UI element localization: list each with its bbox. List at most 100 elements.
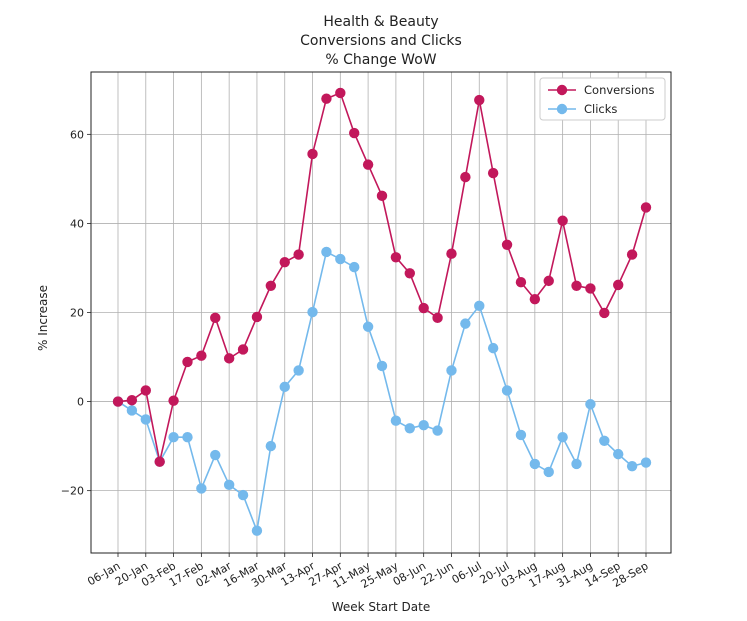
- conversions-point: [571, 280, 582, 291]
- chart-title-line-1: Health & Beauty: [323, 14, 438, 30]
- conversions-point: [501, 239, 513, 251]
- clicks-point: [474, 300, 485, 312]
- clicks-point: [571, 458, 582, 470]
- clicks-point: [543, 466, 554, 478]
- clicks-point: [460, 318, 471, 329]
- x-axis-label: Week Start Date: [332, 600, 431, 614]
- clicks-point: [279, 381, 290, 393]
- conversions-point: [557, 215, 568, 226]
- conversions-point: [251, 311, 263, 323]
- conversions-point: [168, 395, 179, 406]
- conversions-point: [321, 93, 332, 104]
- conversions-point: [515, 277, 527, 288]
- clicks-point: [640, 457, 652, 468]
- clicks-point: [599, 435, 610, 446]
- clicks-point: [223, 479, 235, 491]
- chart-title-line-2: Conversions and Clicks: [300, 33, 462, 49]
- grid: [91, 72, 671, 553]
- series: [112, 87, 652, 536]
- clicks-point: [293, 365, 304, 376]
- clicks-point: [557, 432, 568, 443]
- conversions-point: [126, 395, 138, 406]
- axes: 06-Jan20-Jan03-Feb17-Feb02-Mar16-Mar30-M…: [61, 71, 672, 591]
- conversions-point: [307, 148, 318, 160]
- clicks-point: [432, 425, 443, 436]
- conversions-point: [279, 256, 290, 268]
- clicks-point: [140, 414, 151, 425]
- y-tick-label: −20: [61, 485, 84, 498]
- conversions-point: [223, 353, 235, 364]
- conversions-point: [196, 350, 207, 361]
- conversions-point: [182, 356, 193, 368]
- clicks-point: [585, 399, 596, 410]
- conversions-point: [640, 202, 652, 213]
- clicks-point: [168, 432, 179, 443]
- clicks-point: [210, 449, 221, 461]
- conversions-point: [362, 159, 374, 170]
- legend-clicks-marker: [556, 103, 568, 115]
- clicks-point: [515, 429, 527, 441]
- conversions-point: [376, 190, 388, 202]
- conversions-point: [335, 87, 346, 99]
- clicks-point: [418, 419, 429, 431]
- clicks-point: [349, 261, 360, 273]
- conversions-point: [585, 283, 596, 294]
- clicks-point: [182, 432, 193, 443]
- clicks-point: [626, 460, 638, 472]
- clicks-point: [362, 321, 374, 332]
- conversions-point: [140, 385, 151, 396]
- conversions-point: [446, 248, 457, 259]
- clicks-point: [196, 483, 207, 494]
- clicks-point: [613, 448, 624, 460]
- conversions-point: [112, 396, 124, 407]
- conversions-point: [293, 249, 304, 260]
- conversions-point: [349, 127, 360, 139]
- conversions-point: [543, 275, 554, 287]
- y-tick-label: 20: [70, 307, 84, 320]
- legend-conversions-marker: [556, 84, 568, 96]
- clicks-point: [529, 458, 541, 470]
- conversions-point: [154, 456, 165, 467]
- y-tick-label: 0: [77, 396, 84, 409]
- conversions-point: [418, 302, 429, 314]
- clicks-point: [321, 246, 332, 258]
- conversions-series: [112, 87, 652, 467]
- x-tick-label: 06-Jul: [450, 559, 484, 586]
- clicks-point: [237, 489, 249, 501]
- clicks-point: [446, 365, 457, 376]
- clicks-point: [404, 423, 415, 434]
- y-tick-label: 40: [70, 217, 84, 230]
- conversions-point: [487, 167, 499, 179]
- chart-title-line-3: % Change WoW: [325, 52, 436, 68]
- clicks-point: [251, 525, 263, 536]
- conversions-line: [117, 91, 647, 462]
- conversions-point: [432, 312, 443, 324]
- y-axis-label: % Increase: [36, 285, 50, 351]
- conversions-point: [265, 280, 277, 291]
- conversions-point: [237, 344, 249, 355]
- clicks-point: [390, 415, 402, 426]
- plot-frame: [90, 71, 672, 554]
- clicks-point: [487, 342, 499, 354]
- conversions-point: [474, 94, 485, 106]
- conversions-point: [404, 268, 415, 279]
- y-tick-label: 60: [70, 128, 84, 141]
- clicks-point: [501, 385, 513, 396]
- conversions-point: [210, 312, 221, 324]
- conversions-point: [626, 249, 638, 260]
- conversions-point: [529, 293, 541, 305]
- conversions-point: [613, 279, 624, 291]
- conversions-point: [390, 252, 402, 263]
- clicks-point: [307, 306, 318, 318]
- legend-clicks-label: Clicks: [584, 102, 617, 116]
- clicks-point: [376, 360, 388, 372]
- clicks-point: [265, 440, 277, 452]
- clicks-point: [126, 405, 138, 416]
- legend: Conversions Clicks: [539, 77, 666, 121]
- conversions-point: [460, 171, 471, 183]
- clicks-series: [112, 246, 652, 536]
- conversions-point: [599, 307, 610, 319]
- chart-title: Health & Beauty Conversions and Clicks %…: [300, 14, 462, 68]
